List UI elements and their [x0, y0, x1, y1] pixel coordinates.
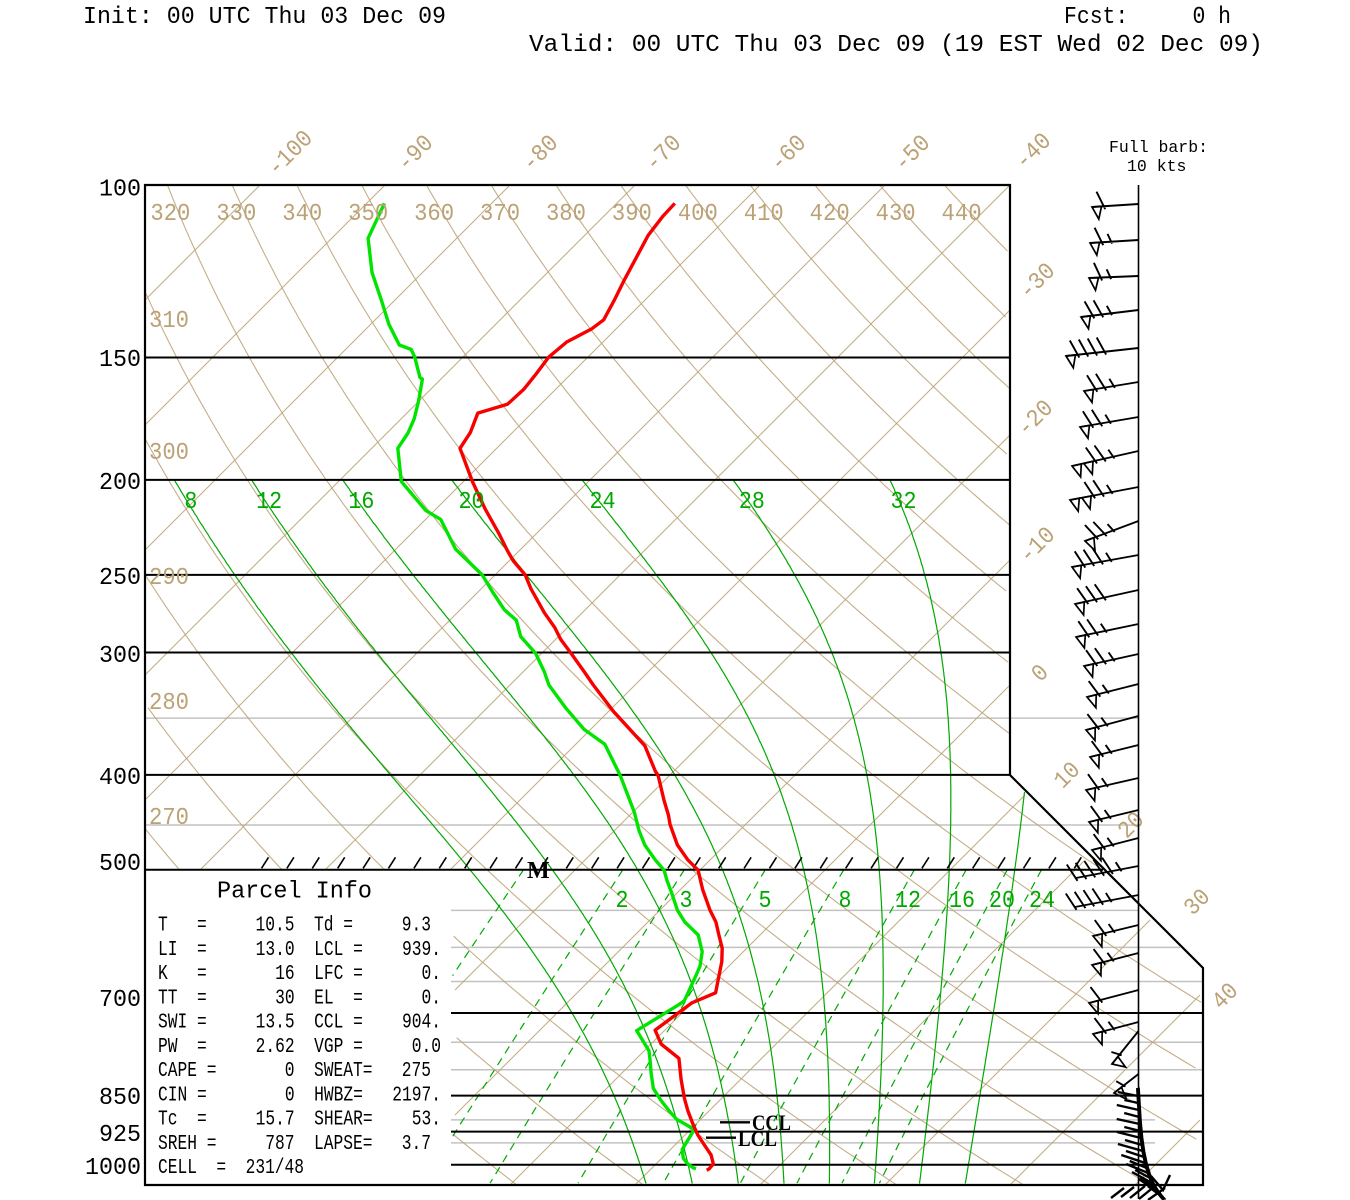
svg-text:16: 16: [949, 888, 975, 915]
svg-text:410: 410: [744, 201, 784, 228]
svg-text:20: 20: [459, 489, 485, 516]
svg-text:270: 270: [149, 805, 189, 832]
svg-text:440: 440: [942, 201, 982, 228]
svg-text:400: 400: [678, 201, 718, 228]
svg-text:280: 280: [149, 690, 189, 717]
svg-text:3: 3: [680, 888, 693, 915]
svg-text:24: 24: [1029, 888, 1055, 915]
svg-text:1000: 1000: [85, 1155, 141, 1182]
svg-text:Fcst: 0 h: Fcst: 0 h: [1064, 4, 1231, 31]
svg-text:SREH = 787 LAPSE= 3.7: SREH = 787 LAPSE= 3.7: [158, 1133, 431, 1156]
svg-text:925: 925: [99, 1122, 141, 1149]
svg-text:700: 700: [99, 987, 141, 1014]
svg-text:500: 500: [99, 851, 141, 878]
svg-text:300: 300: [99, 643, 141, 670]
svg-text:150: 150: [99, 347, 141, 374]
svg-text:Valid: 00 UTC Thu 03 Dec 09 (1: Valid: 00 UTC Thu 03 Dec 09 (19 EST Wed …: [529, 32, 1263, 59]
svg-text:2: 2: [616, 888, 629, 915]
svg-text:Full barb:: Full barb:: [1109, 138, 1208, 157]
svg-text:420: 420: [810, 201, 850, 228]
svg-text:TT = 30 EL = 0.: TT = 30 EL = 0.: [158, 987, 441, 1010]
svg-text:320: 320: [150, 201, 190, 228]
svg-text:CIN = 0 HWBZ= 2197.: CIN = 0 HWBZ= 2197.: [158, 1084, 441, 1107]
svg-text:CCL: CCL: [752, 1110, 791, 1135]
svg-text:8: 8: [839, 888, 852, 915]
svg-text:850: 850: [99, 1085, 141, 1112]
svg-text:350: 350: [348, 201, 388, 228]
svg-text:12: 12: [895, 888, 921, 915]
svg-text:10 kts: 10 kts: [1127, 157, 1186, 176]
svg-text:430: 430: [876, 201, 916, 228]
svg-text:390: 390: [612, 201, 652, 228]
svg-text:400: 400: [99, 765, 141, 792]
svg-text:330: 330: [216, 201, 256, 228]
svg-text:20: 20: [989, 888, 1015, 915]
svg-text:310: 310: [149, 308, 189, 335]
svg-text:5: 5: [759, 888, 772, 915]
svg-text:250: 250: [99, 565, 141, 592]
svg-text:LCL: LCL: [738, 1126, 777, 1151]
svg-text:360: 360: [414, 201, 454, 228]
svg-text:380: 380: [546, 201, 586, 228]
svg-text:28: 28: [739, 489, 765, 516]
svg-text:Init: 00 UTC Thu 03 Dec 09: Init: 00 UTC Thu 03 Dec 09: [83, 4, 446, 31]
svg-text:24: 24: [589, 489, 615, 516]
svg-text:M: M: [527, 858, 550, 884]
svg-text:8: 8: [184, 489, 197, 516]
svg-text:300: 300: [149, 440, 189, 467]
svg-text:290: 290: [149, 565, 189, 592]
svg-text:16: 16: [348, 489, 374, 516]
svg-text:200: 200: [99, 470, 141, 497]
svg-text:340: 340: [282, 201, 322, 228]
svg-text:100: 100: [99, 177, 141, 204]
svg-text:12: 12: [256, 489, 282, 516]
svg-text:LI = 13.0 LCL = 939.: LI = 13.0 LCL = 939.: [158, 939, 441, 962]
svg-text:T = 10.5 Td = 9.3: T = 10.5 Td = 9.3: [158, 915, 431, 938]
svg-text:CAPE = 0 SWEAT= 275: CAPE = 0 SWEAT= 275: [158, 1060, 431, 1083]
svg-text:32: 32: [891, 489, 917, 516]
svg-text:Parcel Info: Parcel Info: [217, 879, 372, 906]
svg-text:K = 16 LFC = 0.: K = 16 LFC = 0.: [158, 963, 441, 986]
svg-text:PW = 2.62 VGP = 0.0: PW = 2.62 VGP = 0.0: [158, 1036, 441, 1059]
svg-text:CELL = 231/48: CELL = 231/48: [158, 1157, 304, 1180]
svg-text:SWI = 13.5 CCL = 904.: SWI = 13.5 CCL = 904.: [158, 1012, 441, 1035]
svg-text:370: 370: [480, 201, 520, 228]
svg-text:Tc = 15.7 SHEAR= 53.: Tc = 15.7 SHEAR= 53.: [158, 1109, 441, 1132]
